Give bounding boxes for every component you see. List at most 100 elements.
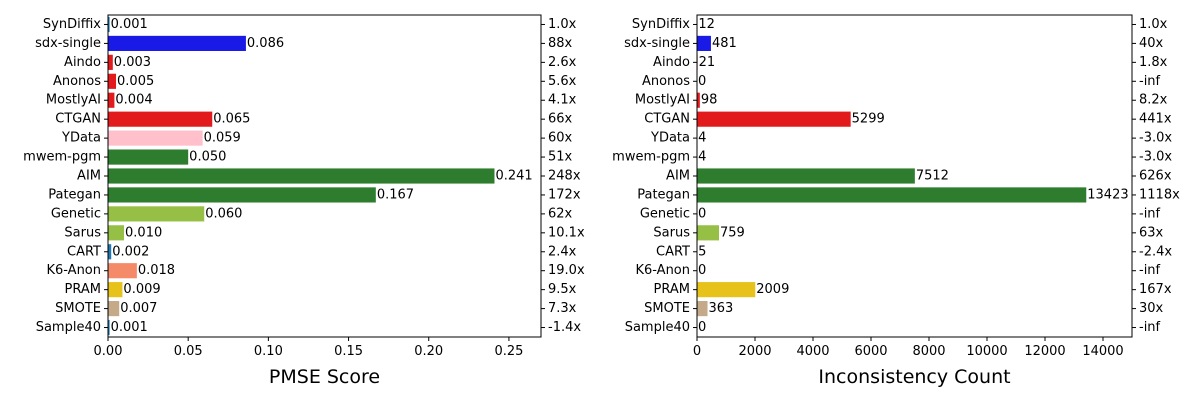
x-axis-label: PMSE Score <box>269 366 380 388</box>
ratio-label: 1.8x <box>1139 55 1168 70</box>
category-label: SMOTE <box>55 301 101 316</box>
bar <box>108 206 205 222</box>
ratio-label: -inf <box>1139 74 1161 89</box>
category-label: Sarus <box>653 225 690 240</box>
bar <box>108 282 123 298</box>
bar <box>697 282 756 298</box>
value-label: 0 <box>698 206 706 221</box>
x-tick-label: 0.10 <box>254 344 283 359</box>
category-label: CTGAN <box>644 112 690 127</box>
x-tick-label: 4000 <box>796 344 829 359</box>
value-label: 0 <box>698 74 706 89</box>
ratio-label: 167x <box>1139 282 1172 297</box>
value-label: 0 <box>698 320 706 335</box>
category-label: Sarus <box>64 225 101 240</box>
ratio-label: 10.1x <box>548 225 585 240</box>
category-label: YData <box>61 131 101 146</box>
category-label: AIM <box>666 169 690 184</box>
category-label: K6-Anon <box>635 263 690 278</box>
x-tick-label: 2000 <box>738 344 771 359</box>
ratio-label: 8.2x <box>1139 93 1168 108</box>
value-label: 363 <box>709 301 734 316</box>
value-label: 0.001 <box>111 17 148 32</box>
category-label: MostlyAI <box>635 93 690 108</box>
value-label: 481 <box>712 36 737 51</box>
bar <box>108 54 113 70</box>
ratio-label: 626x <box>1139 169 1172 184</box>
ratio-label: 1118x <box>1139 187 1180 202</box>
value-label: 0.010 <box>125 225 162 240</box>
value-label: 12 <box>698 17 715 32</box>
bar <box>697 168 915 184</box>
bar <box>697 92 700 108</box>
value-label: 2009 <box>756 282 789 297</box>
ratio-label: 4.1x <box>548 93 577 108</box>
value-label: 0.241 <box>495 169 532 184</box>
value-label: 0.005 <box>117 74 154 89</box>
category-label: PRAM <box>65 282 101 297</box>
ratio-label: -3.0x <box>1139 150 1172 165</box>
category-label: CART <box>67 244 101 259</box>
category-label: AIM <box>77 169 101 184</box>
ratio-label: -inf <box>1139 206 1161 221</box>
category-label: SynDiffix <box>43 17 101 32</box>
ratio-label: 63x <box>1139 225 1164 240</box>
value-label: 7512 <box>916 169 949 184</box>
category-label: Anonos <box>53 74 101 89</box>
category-label: Sample40 <box>36 320 101 335</box>
bar <box>108 130 203 146</box>
bar <box>108 35 246 51</box>
category-label: CTGAN <box>55 112 101 127</box>
ratio-label: 172x <box>548 187 581 202</box>
x-axis-label: Inconsistency Count <box>818 366 1010 388</box>
bar <box>108 301 120 317</box>
category-label: Pategan <box>48 187 101 202</box>
category-label: sdx-single <box>35 36 101 51</box>
ratio-label: -inf <box>1139 320 1161 335</box>
ratio-label: 40x <box>1139 36 1164 51</box>
ratio-label: 2.4x <box>548 244 577 259</box>
ratio-label: 30x <box>1139 301 1164 316</box>
x-tick-label: 10000 <box>966 344 1007 359</box>
x-tick-label: 12000 <box>1024 344 1065 359</box>
bar <box>108 92 115 108</box>
category-label: K6-Anon <box>46 263 101 278</box>
category-label: Genetic <box>51 206 101 221</box>
ratio-label: 1.0x <box>1139 17 1168 32</box>
value-label: 0.004 <box>115 93 152 108</box>
category-label: SynDiffix <box>632 17 690 32</box>
value-label: 13423 <box>1087 187 1128 202</box>
bar <box>697 35 711 51</box>
value-label: 5299 <box>852 112 885 127</box>
bar <box>108 111 213 127</box>
x-tick-label: 0.15 <box>334 344 363 359</box>
ratio-label: 88x <box>548 36 573 51</box>
category-label: Sample40 <box>625 320 690 335</box>
value-label: 5 <box>698 244 706 259</box>
category-label: MostlyAI <box>46 93 101 108</box>
bar <box>108 187 376 203</box>
x-tick-label: 14000 <box>1082 344 1123 359</box>
category-label: Anonos <box>642 74 690 89</box>
value-label: 0.065 <box>213 112 250 127</box>
ratio-label: -2.4x <box>1139 244 1172 259</box>
ratio-label: 60x <box>548 131 573 146</box>
x-tick-label: 0.20 <box>414 344 443 359</box>
x-tick-label: 8000 <box>912 344 945 359</box>
bar <box>108 16 110 33</box>
plot-frame <box>696 14 1133 338</box>
value-label: 0.086 <box>247 36 284 51</box>
value-label: 0.059 <box>204 131 241 146</box>
bar <box>697 187 1087 203</box>
value-label: 0.009 <box>123 282 160 297</box>
bar <box>108 225 125 241</box>
x-tick-label: 0.05 <box>174 344 203 359</box>
chart-panel-1: 0.001 SynDiffix 1.0x 0.086 sdx-single 88x 0.00… <box>23 14 585 388</box>
ratio-label: 2.6x <box>548 55 577 70</box>
value-label: 0.050 <box>189 150 226 165</box>
value-label: 0.018 <box>138 263 175 278</box>
bar <box>108 263 137 279</box>
ratio-label: 5.6x <box>548 74 577 89</box>
ratio-label: 248x <box>548 169 581 184</box>
ratio-label: -inf <box>1139 263 1161 278</box>
